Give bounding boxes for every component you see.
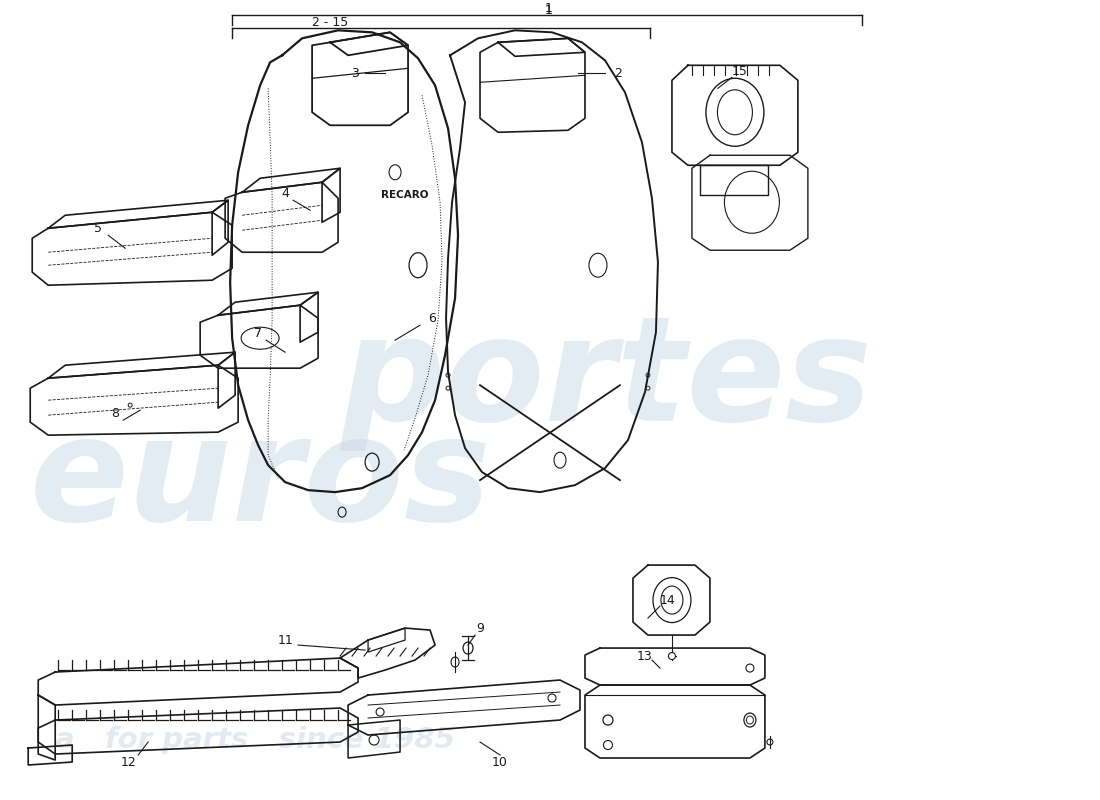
Text: 2: 2 bbox=[614, 67, 622, 80]
Text: 11: 11 bbox=[277, 634, 293, 646]
Text: 10: 10 bbox=[492, 755, 508, 769]
Text: 12: 12 bbox=[120, 755, 136, 769]
Text: 8: 8 bbox=[111, 406, 119, 420]
Text: 4: 4 bbox=[282, 186, 289, 200]
Text: 2 - 15: 2 - 15 bbox=[312, 16, 349, 29]
Text: euros: euros bbox=[30, 410, 492, 550]
Text: 1: 1 bbox=[546, 2, 553, 15]
Text: 3: 3 bbox=[351, 67, 359, 80]
Text: RECARO: RECARO bbox=[382, 190, 429, 200]
Text: 1: 1 bbox=[546, 4, 553, 17]
Text: 7: 7 bbox=[254, 326, 262, 340]
Text: 5: 5 bbox=[95, 222, 102, 234]
Text: portes: portes bbox=[340, 310, 872, 450]
Text: 14: 14 bbox=[660, 594, 675, 606]
Text: 15: 15 bbox=[732, 65, 748, 78]
Text: 6: 6 bbox=[428, 312, 436, 325]
Ellipse shape bbox=[669, 653, 675, 659]
Text: 13: 13 bbox=[637, 650, 652, 662]
Text: a   for parts   since 1985: a for parts since 1985 bbox=[55, 726, 455, 754]
Text: 9: 9 bbox=[476, 622, 484, 634]
